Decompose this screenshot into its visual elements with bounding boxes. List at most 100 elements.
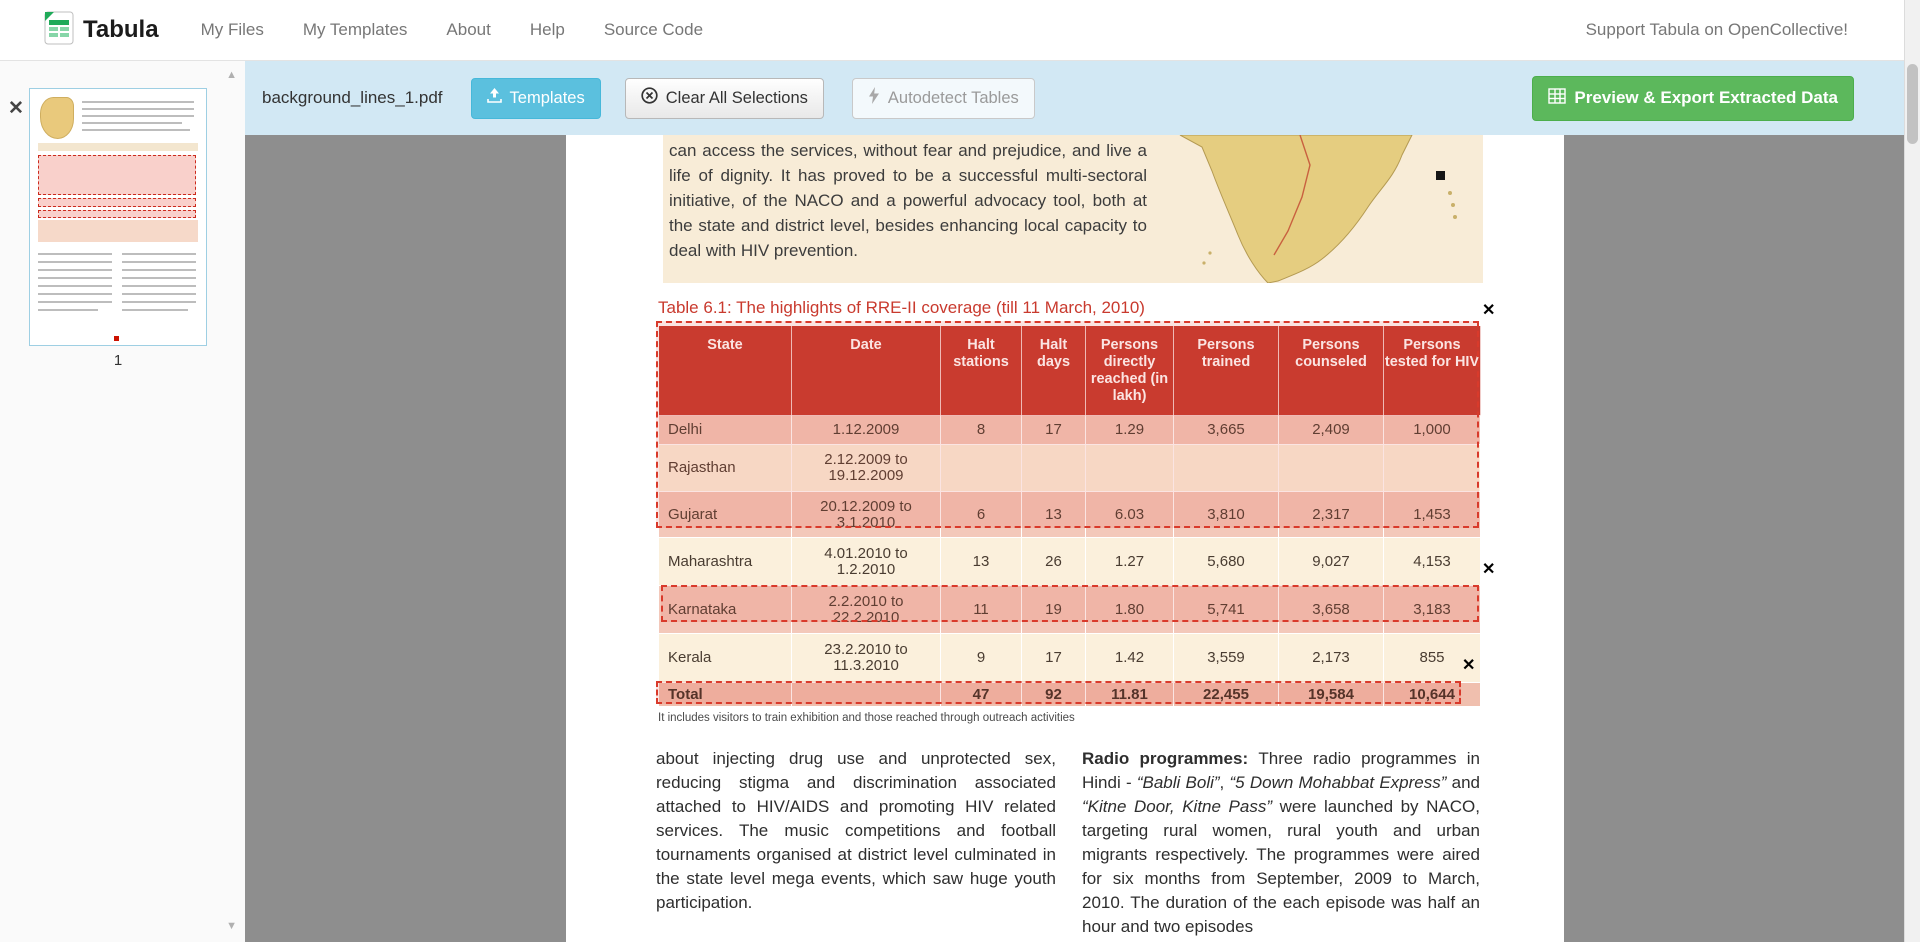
table-cell: 4,153 — [1383, 537, 1481, 586]
filename-label: background_lines_1.pdf — [262, 88, 443, 107]
table-footnote: It includes visitors to train exhibition… — [658, 712, 1075, 724]
table-cell: Maharashtra — [658, 537, 792, 586]
table-cell: Kerala — [658, 633, 792, 683]
table-cell: 20.12.2009 to 3.1.2010 — [791, 491, 941, 538]
table-cell: 3,658 — [1278, 585, 1384, 634]
table-cell: 11 — [940, 585, 1022, 634]
page-thumbnail[interactable] — [29, 88, 207, 346]
pdf-table-wrap: State Date Halt stations Halt days Perso… — [658, 325, 1481, 707]
table-row: Rajasthan 2.12.2009 to 19.12.2009 — [658, 444, 1481, 492]
vertical-scrollbar[interactable] — [1904, 0, 1920, 942]
brand-link[interactable]: Tabula — [44, 11, 159, 50]
table-cell: Karnataka — [658, 585, 792, 634]
table-cell: 3,810 — [1173, 491, 1279, 538]
table-cell — [1173, 444, 1279, 492]
table-cell: 19 — [1021, 585, 1086, 634]
table-cell: 13 — [940, 537, 1022, 586]
nav-links: My Files My Templates About Help Source … — [201, 20, 742, 40]
clear-all-selections-button[interactable]: Clear All Selections — [624, 77, 824, 119]
remove-selection-icon[interactable]: ✕ — [1462, 657, 1476, 674]
table-title: Table 6.1: The highlights of RRE-II cove… — [658, 298, 1145, 317]
table-cell: 1.80 — [1085, 585, 1174, 634]
table-cell: 1,000 — [1383, 415, 1481, 445]
pdf-page-canvas[interactable]: can access the services, without fear an… — [566, 135, 1564, 942]
selection-region[interactable] — [656, 681, 1461, 704]
table-cell: Gujarat — [658, 491, 792, 538]
table-cell: 9 — [940, 633, 1022, 683]
pdf-table: State Date Halt stations Halt days Perso… — [658, 325, 1481, 707]
nav-about[interactable]: About — [446, 20, 491, 39]
sidebar-scroll-down-icon[interactable]: ▼ — [226, 920, 237, 932]
table-cell: 2.12.2009 to 19.12.2009 — [791, 444, 941, 492]
table-cell: 2,173 — [1278, 633, 1384, 683]
table-cell: 855 — [1383, 633, 1481, 683]
autodetect-tables-button[interactable]: Autodetect Tables — [851, 77, 1035, 119]
table-cell: 26 — [1021, 537, 1086, 586]
pdf-top-block: can access the services, without fear an… — [663, 135, 1483, 284]
selection-region[interactable] — [661, 585, 1479, 622]
table-cell: Delhi — [658, 415, 792, 445]
table-cell: Rajasthan — [658, 444, 792, 492]
page-thumbnail-sidebar: ✕ 1 ▲ ▼ — [0, 61, 245, 942]
table-cell: 6.03 — [1085, 491, 1174, 538]
close-icon[interactable]: ✕ — [8, 98, 24, 119]
table-row: Kerala 23.2.2010 to 11.3.2010 9 17 1.42 … — [658, 633, 1481, 683]
nav-help[interactable]: Help — [529, 20, 565, 39]
table-header-row: State Date Halt stations Halt days Perso… — [658, 325, 1481, 416]
table-cell — [1021, 444, 1086, 492]
table-cell: 4.01.2010 to 1.2.2010 — [791, 537, 941, 586]
table-cell: 1.29 — [1085, 415, 1174, 445]
table-row: Maharashtra 4.01.2010 to 1.2.2010 13 26 … — [658, 537, 1481, 586]
table-header-cell: State — [658, 325, 792, 416]
scrollbar-thumb[interactable] — [1907, 64, 1918, 144]
table-cell: 1,453 — [1383, 491, 1481, 538]
nav-my-templates[interactable]: My Templates — [302, 20, 408, 39]
selection-region[interactable] — [656, 321, 1479, 528]
table-cell: 1.27 — [1085, 537, 1174, 586]
templates-button[interactable]: Templates — [470, 77, 601, 119]
table-row: Gujarat 20.12.2009 to 3.1.2010 6 13 6.03… — [658, 491, 1481, 538]
table-cell: 3,183 — [1383, 585, 1481, 634]
toolbar: background_lines_1.pdf Templates Clear A… — [245, 61, 1904, 135]
page-number-label: 1 — [113, 352, 123, 369]
table-cell: 5,680 — [1173, 537, 1279, 586]
remove-selection-icon[interactable]: ✕ — [1482, 561, 1496, 578]
table-cell: 1.42 — [1085, 633, 1174, 683]
nav-my-files[interactable]: My Files — [200, 20, 264, 39]
table-cell — [1278, 444, 1384, 492]
thumbnail-map-icon — [40, 97, 74, 139]
body-text-left-column: about injecting drug use and unprotected… — [656, 749, 1056, 912]
remove-selection-icon[interactable]: ✕ — [1482, 302, 1496, 319]
top-navbar: Tabula My Files My Templates About Help … — [0, 0, 1920, 61]
circle-x-icon — [641, 87, 658, 109]
table-header-cell: Persons directly reached (in lakh) — [1085, 325, 1174, 416]
body-text-right-column: Radio programmes: Three radio programmes… — [1082, 749, 1481, 936]
thumbnail-selection — [38, 155, 196, 195]
table-cell: 17 — [1021, 633, 1086, 683]
table-header-cell: Halt days — [1021, 325, 1086, 416]
table-icon — [1548, 87, 1567, 109]
table-header-cell: Persons counseled — [1278, 325, 1384, 416]
intro-paragraph: can access the services, without fear an… — [669, 141, 1147, 260]
table-cell — [940, 444, 1022, 492]
table-cell: 2,317 — [1278, 491, 1384, 538]
nav-source-code[interactable]: Source Code — [603, 20, 704, 39]
table-cell: 13 — [1021, 491, 1086, 538]
table-cell: 8 — [940, 415, 1022, 445]
table-cell: 3,559 — [1173, 633, 1279, 683]
table-row: Karnataka 2.2.2010 to 22.2.2010 11 19 1.… — [658, 585, 1481, 634]
sidebar-scroll-up-icon[interactable]: ▲ — [226, 69, 237, 81]
table-header-cell: Persons trained — [1173, 325, 1279, 416]
lightning-icon — [868, 87, 880, 109]
table-cell: 1.12.2009 — [791, 415, 941, 445]
table-header-cell: Persons tested for HIV — [1383, 325, 1481, 416]
table-cell: 23.2.2010 to 11.3.2010 — [791, 633, 941, 683]
table-header-cell: Date — [791, 325, 941, 416]
india-map-image — [1150, 135, 1483, 284]
pdf-viewer: can access the services, without fear an… — [245, 135, 1904, 942]
preview-export-button[interactable]: Preview & Export Extracted Data — [1532, 75, 1854, 121]
table-cell: 5,741 — [1173, 585, 1279, 634]
table-header-cell: Halt stations — [940, 325, 1022, 416]
support-link[interactable]: Support Tabula on OpenCollective! — [1585, 20, 1848, 39]
brand-title: Tabula — [83, 16, 159, 43]
